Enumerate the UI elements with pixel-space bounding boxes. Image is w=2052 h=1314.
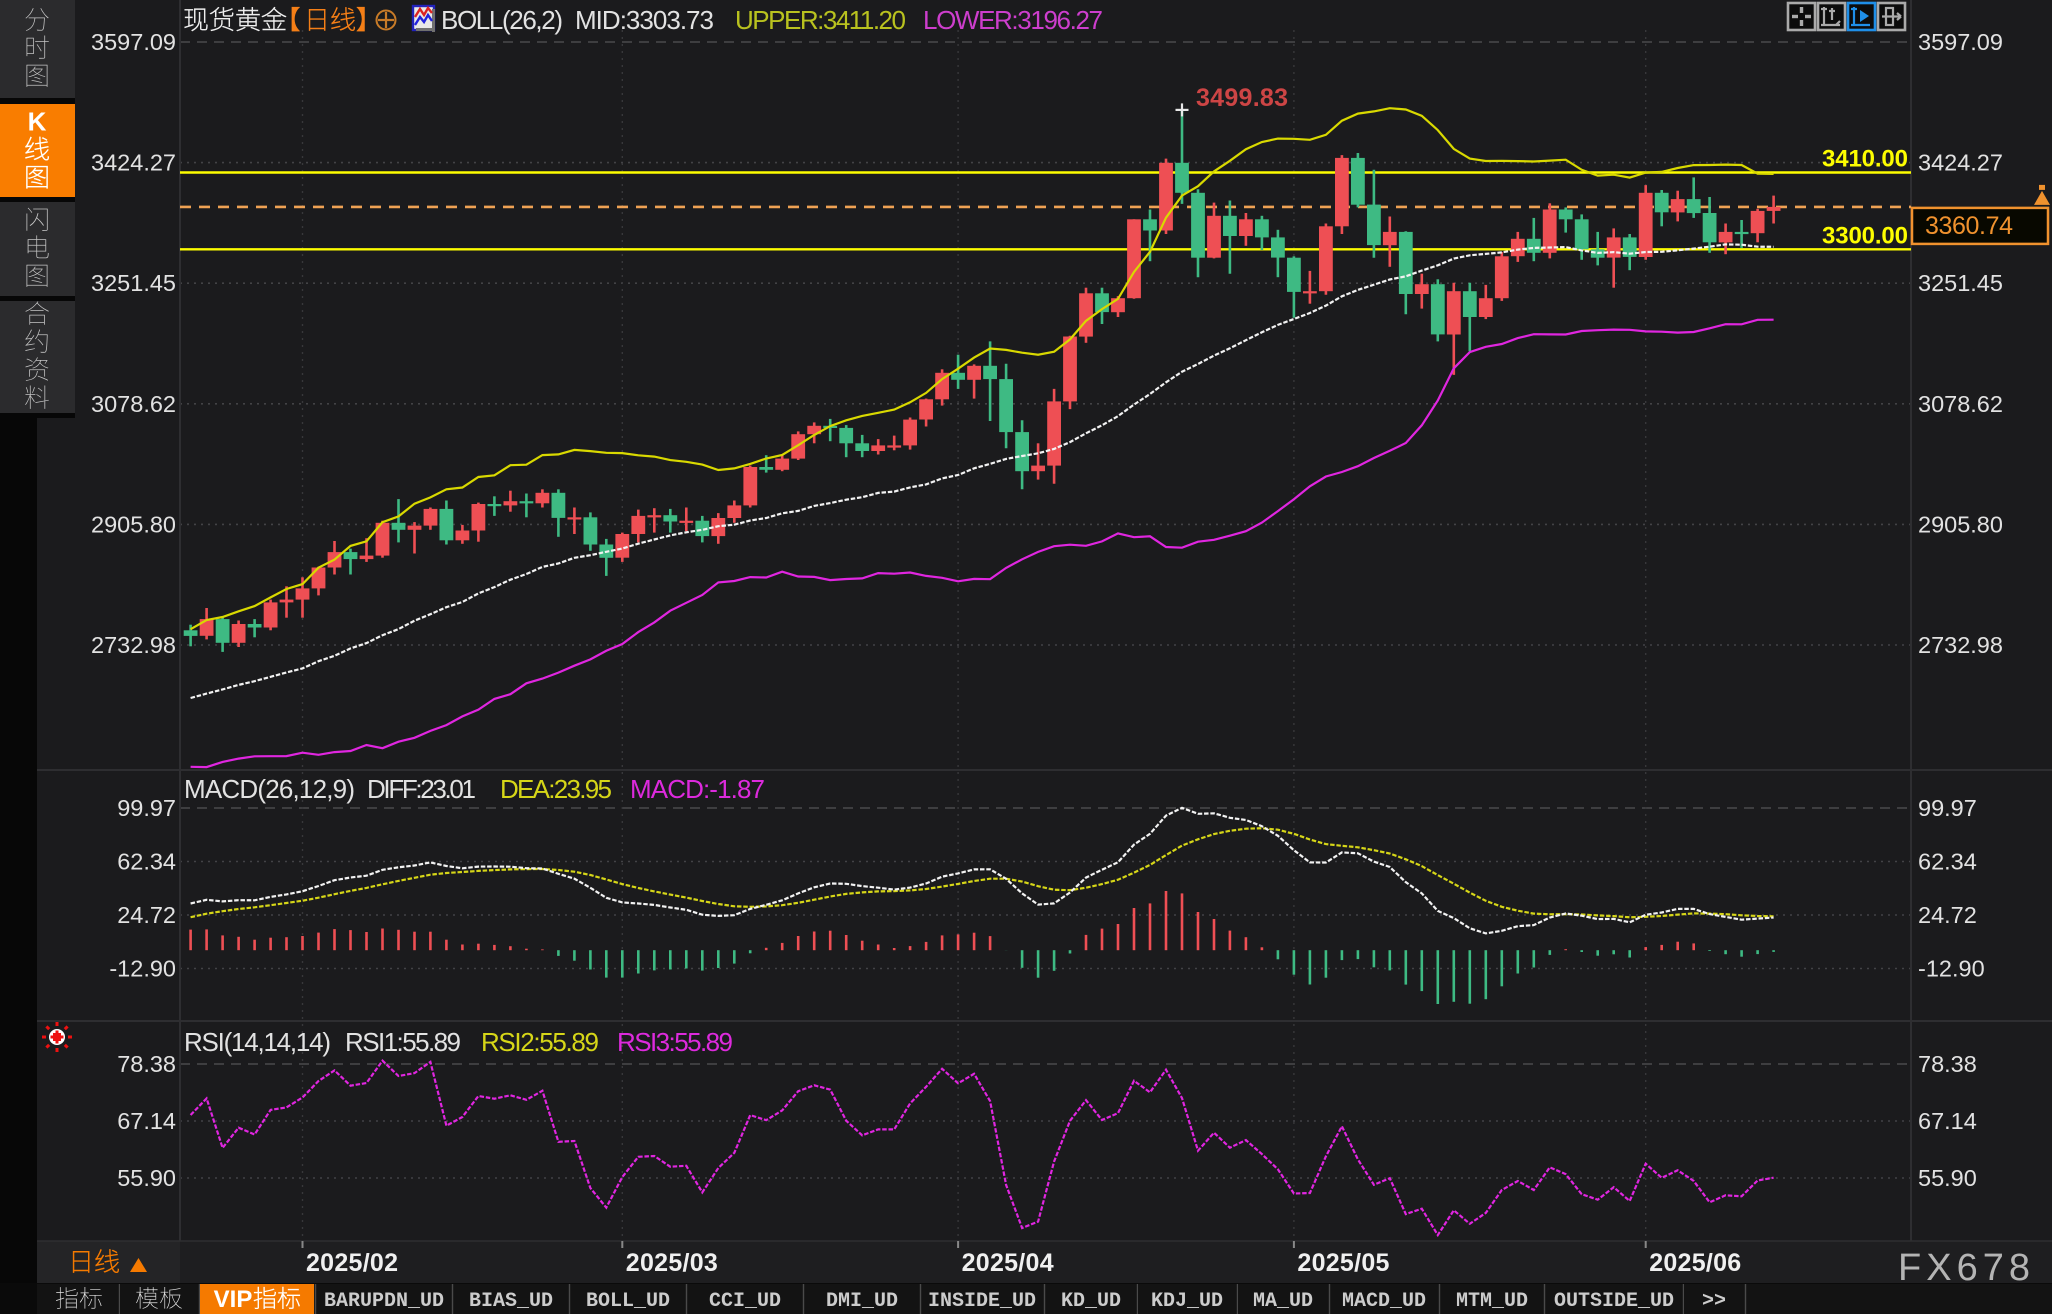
svg-text:2025/06: 2025/06 [1649, 1249, 1741, 1277]
svg-text:FX678: FX678 [1898, 1247, 2035, 1289]
svg-text:-12.90: -12.90 [1918, 956, 1985, 982]
svg-text:2025/05: 2025/05 [1297, 1249, 1389, 1277]
svg-text:2025/03: 2025/03 [626, 1249, 718, 1277]
svg-text:3251.45: 3251.45 [1918, 270, 2003, 296]
svg-text:3424.27: 3424.27 [91, 150, 176, 176]
svg-text:3078.62: 3078.62 [91, 391, 176, 417]
svg-text:2905.80: 2905.80 [91, 511, 176, 537]
svg-text:55.90: 55.90 [117, 1165, 176, 1191]
svg-text:LOWER:3196.27: LOWER:3196.27 [923, 5, 1103, 35]
svg-text:3410.00: 3410.00 [1822, 146, 1908, 173]
svg-text:24.72: 24.72 [1918, 902, 1977, 928]
svg-text:3078.62: 3078.62 [1918, 391, 2003, 417]
svg-text:CCI_UD: CCI_UD [709, 1290, 781, 1313]
svg-text:VIP: VIP [214, 1286, 253, 1313]
svg-text:INSIDE_UD: INSIDE_UD [928, 1290, 1036, 1313]
svg-text:2905.80: 2905.80 [1918, 511, 2003, 537]
svg-text:3360.74: 3360.74 [1925, 212, 2013, 240]
svg-text:78.38: 78.38 [117, 1051, 176, 1077]
svg-text:24.72: 24.72 [117, 902, 176, 928]
svg-text:MA_UD: MA_UD [1253, 1290, 1313, 1313]
svg-text:2732.98: 2732.98 [91, 632, 176, 658]
svg-text:BOLL(26,2): BOLL(26,2) [441, 5, 563, 35]
svg-text:67.14: 67.14 [1918, 1108, 1977, 1134]
svg-text:UPPER:3411.20: UPPER:3411.20 [735, 5, 906, 35]
svg-text:>>: >> [1702, 1290, 1726, 1313]
svg-text:RSI3:55.89: RSI3:55.89 [617, 1027, 733, 1057]
svg-text:67.14: 67.14 [117, 1108, 176, 1134]
svg-text:DEA:23.95: DEA:23.95 [500, 774, 612, 804]
svg-text:3300.00: 3300.00 [1822, 222, 1908, 249]
svg-text:BARUPDN_UD: BARUPDN_UD [324, 1290, 444, 1313]
svg-text:3251.45: 3251.45 [91, 270, 176, 296]
svg-text:62.34: 62.34 [117, 849, 176, 875]
svg-text:KD_UD: KD_UD [1061, 1290, 1121, 1313]
svg-text:MACD:-1.87: MACD:-1.87 [630, 774, 765, 804]
svg-text:78.38: 78.38 [1918, 1051, 1977, 1077]
svg-text:MTM_UD: MTM_UD [1456, 1290, 1528, 1313]
svg-text:BOLL_UD: BOLL_UD [586, 1290, 670, 1313]
svg-text:RSI1:55.89: RSI1:55.89 [345, 1027, 461, 1057]
svg-text:99.97: 99.97 [117, 795, 176, 821]
svg-text:2025/02: 2025/02 [306, 1249, 398, 1277]
svg-text:3597.09: 3597.09 [91, 29, 176, 55]
svg-text:99.97: 99.97 [1918, 795, 1977, 821]
svg-text:3499.83: 3499.83 [1196, 84, 1288, 112]
svg-text:BIAS_UD: BIAS_UD [469, 1290, 553, 1313]
svg-text:MACD(26,12,9): MACD(26,12,9) [184, 774, 355, 804]
svg-text:MID:3303.73: MID:3303.73 [575, 5, 714, 35]
svg-text:3597.09: 3597.09 [1918, 29, 2003, 55]
svg-text:KDJ_UD: KDJ_UD [1151, 1290, 1223, 1313]
svg-text:3424.27: 3424.27 [1918, 150, 2003, 176]
svg-text:-12.90: -12.90 [109, 956, 176, 982]
svg-text:MACD_UD: MACD_UD [1342, 1290, 1426, 1313]
svg-text:62.34: 62.34 [1918, 849, 1977, 875]
svg-text:DIFF:23.01: DIFF:23.01 [367, 774, 476, 804]
svg-text:OUTSIDE_UD: OUTSIDE_UD [1554, 1290, 1674, 1313]
svg-text:2732.98: 2732.98 [1918, 632, 2003, 658]
svg-text:55.90: 55.90 [1918, 1165, 1977, 1191]
svg-text:RSI2:55.89: RSI2:55.89 [481, 1027, 599, 1057]
svg-text:DMI_UD: DMI_UD [826, 1290, 898, 1313]
svg-text:RSI(14,14,14): RSI(14,14,14) [184, 1027, 331, 1057]
svg-text:2025/04: 2025/04 [962, 1249, 1054, 1277]
svg-text:K: K [28, 107, 47, 137]
